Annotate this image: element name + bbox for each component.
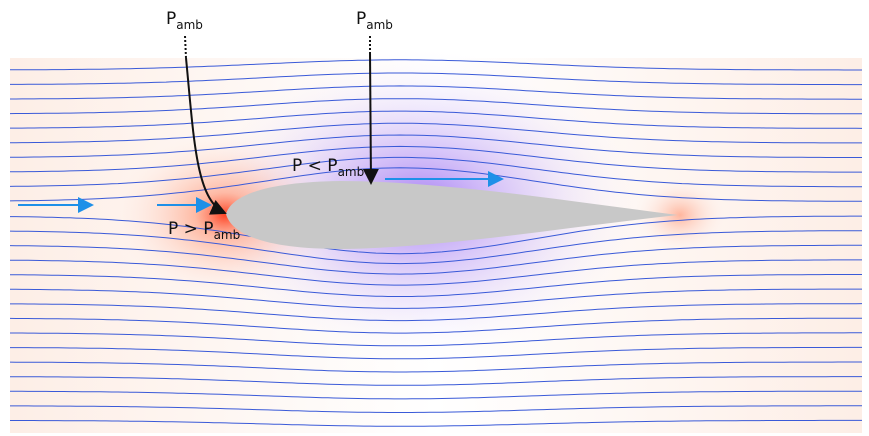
pressure-arrow bbox=[370, 52, 371, 183]
page: Pamb Pamb P < Pamb P > Pamb (() => { con… bbox=[0, 0, 869, 436]
label-main: P bbox=[166, 9, 176, 29]
label-sub: amb bbox=[176, 18, 203, 32]
label-main: P bbox=[356, 9, 366, 29]
label-sub: amb bbox=[338, 165, 365, 179]
dotted-lead bbox=[185, 36, 186, 58]
airfoil-diagram: Pamb Pamb P < Pamb P > Pamb bbox=[0, 0, 869, 436]
label-sub: amb bbox=[214, 228, 241, 242]
label: Pamb bbox=[356, 9, 393, 32]
label-main: P > P bbox=[168, 219, 214, 239]
label-main: P < P bbox=[292, 156, 338, 176]
label-sub: amb bbox=[366, 18, 393, 32]
label: Pamb bbox=[166, 9, 203, 32]
